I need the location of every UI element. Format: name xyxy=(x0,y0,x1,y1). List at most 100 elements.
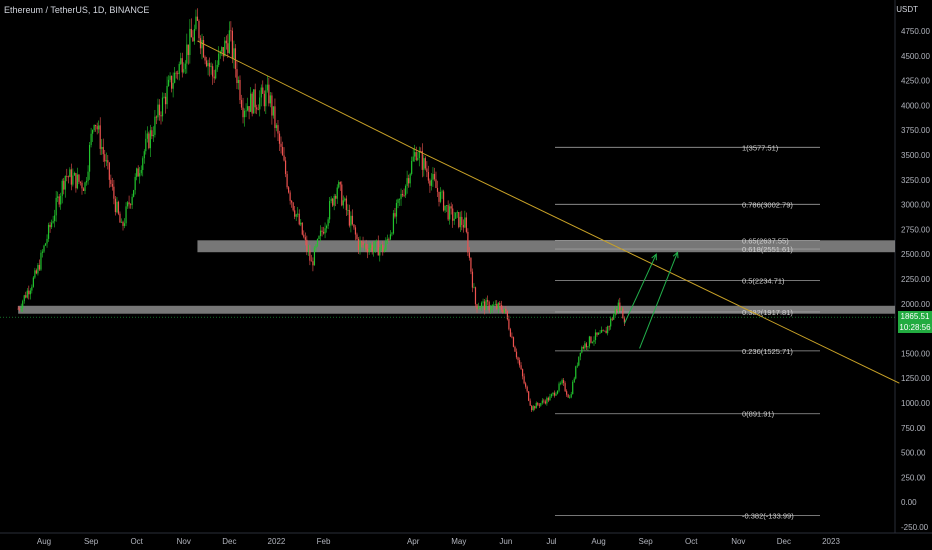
candle-body xyxy=(450,206,452,209)
candle-body xyxy=(205,60,208,67)
candle-body xyxy=(456,212,458,213)
candle-body xyxy=(503,308,505,313)
candle-body xyxy=(90,133,92,145)
candle-body xyxy=(322,231,325,234)
candle-body xyxy=(567,394,569,398)
candle-body xyxy=(283,155,285,161)
candle-body xyxy=(50,222,53,228)
candle-body xyxy=(438,191,440,202)
candle-body xyxy=(29,290,31,295)
candle-body xyxy=(379,248,381,256)
candle-body xyxy=(329,201,331,220)
candle-body xyxy=(600,330,603,333)
candle-body xyxy=(227,43,229,53)
candle-body xyxy=(110,179,112,184)
candle-body xyxy=(485,299,487,311)
y-tick-label: 3500.00 xyxy=(901,151,930,160)
candle-body xyxy=(525,383,527,387)
candle-body xyxy=(531,405,533,411)
candle-body xyxy=(272,106,275,116)
candle-body xyxy=(408,178,410,184)
x-tick-label: 2023 xyxy=(822,537,840,546)
candle-body xyxy=(69,169,71,177)
candle-body xyxy=(172,82,174,89)
candle-body xyxy=(119,213,121,223)
y-tick-label: 3000.00 xyxy=(901,201,930,210)
candle-body xyxy=(496,303,498,309)
candle-body xyxy=(295,214,297,217)
y-tick-label: 1250.00 xyxy=(901,374,930,383)
candle-body xyxy=(315,245,317,248)
candle-body xyxy=(534,406,536,409)
candle-body xyxy=(441,191,443,193)
candle-body xyxy=(582,347,584,349)
fib-level-label: 0.5(2234.71) xyxy=(742,277,785,286)
candle-body xyxy=(228,30,230,53)
candle-body xyxy=(116,201,118,213)
candle-body xyxy=(403,195,405,197)
candle-body xyxy=(17,308,19,310)
candle-body xyxy=(181,58,183,73)
candle-body xyxy=(581,347,583,353)
candle-body xyxy=(362,241,364,246)
candle-body xyxy=(610,318,612,327)
candle-body xyxy=(576,365,578,367)
candle-body xyxy=(98,125,100,130)
candle-body xyxy=(391,233,393,235)
x-tick-label: Oct xyxy=(130,537,143,546)
candle-body xyxy=(564,383,566,392)
candle-body xyxy=(82,188,85,191)
x-tick-label: Apr xyxy=(407,537,420,546)
x-tick-label: Jun xyxy=(499,537,512,546)
candle-body xyxy=(421,151,423,170)
candle-body xyxy=(487,299,489,302)
candle-body xyxy=(464,217,466,228)
candle-body xyxy=(389,234,392,240)
candle-body xyxy=(155,116,158,118)
candle-body xyxy=(187,44,189,55)
candle-body xyxy=(474,287,477,305)
candle-body xyxy=(66,175,68,177)
candle-body xyxy=(535,402,537,409)
fib-level-label: 0.618(2551.61) xyxy=(742,245,793,254)
candle-body xyxy=(281,146,284,156)
candle-body xyxy=(555,393,557,396)
candle-body xyxy=(234,48,237,70)
candle-body xyxy=(439,191,442,202)
candle-body xyxy=(22,301,24,309)
candle-body xyxy=(78,174,80,182)
candle-body xyxy=(240,100,243,108)
candle-body xyxy=(607,326,609,334)
candle-body xyxy=(271,95,273,116)
candle-body xyxy=(164,96,167,105)
candle-body xyxy=(303,234,305,238)
candle-body xyxy=(488,301,490,311)
candle-body xyxy=(117,201,120,214)
candle-body xyxy=(351,215,354,225)
candle-body xyxy=(377,240,379,256)
candle-body xyxy=(406,178,408,186)
candle-body xyxy=(72,175,74,185)
candle-body xyxy=(330,198,332,202)
candle-body xyxy=(605,330,607,334)
candle-body xyxy=(350,215,352,226)
candle-body xyxy=(319,230,322,237)
candle-body xyxy=(28,290,30,295)
trendline xyxy=(197,40,900,384)
candle-body xyxy=(613,314,615,320)
candle-body xyxy=(260,87,262,98)
candle-body xyxy=(265,90,267,107)
candle-body xyxy=(368,247,370,253)
candle-body xyxy=(52,221,54,223)
candle-body xyxy=(178,63,180,74)
y-tick-label: 3250.00 xyxy=(901,176,930,185)
candle-body xyxy=(253,89,255,114)
candle-body xyxy=(499,302,501,305)
candle-body xyxy=(420,150,422,152)
candle-body xyxy=(417,158,419,161)
candle-body xyxy=(528,391,530,401)
candle-body xyxy=(268,84,270,104)
candle-body xyxy=(444,205,446,211)
candle-body xyxy=(123,223,126,226)
